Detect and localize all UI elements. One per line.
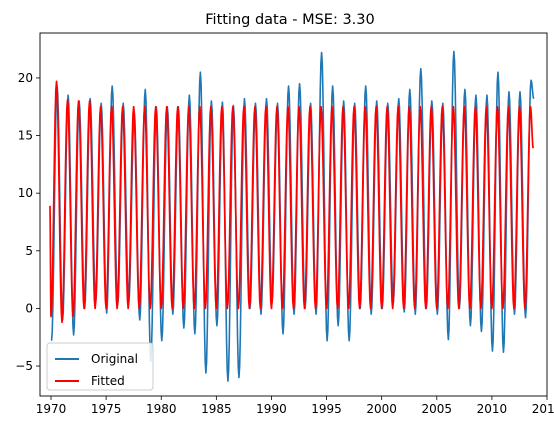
x-tick-label: 2015 xyxy=(532,402,554,416)
x-tick-label: 2005 xyxy=(422,402,453,416)
x-tick-label: 1985 xyxy=(201,402,232,416)
x-tick-label: 2010 xyxy=(477,402,508,416)
y-tick-label: 15 xyxy=(18,129,33,143)
y-tick-label: 20 xyxy=(18,71,33,85)
x-tick-label: 1970 xyxy=(36,402,67,416)
chart-title: Fitting data - MSE: 3.30 xyxy=(205,12,374,28)
x-tick-label: 1975 xyxy=(91,402,122,416)
legend: Original Fitted xyxy=(47,343,153,390)
legend-label-fitted: Fitted xyxy=(91,374,125,388)
x-tick-label: 1980 xyxy=(146,402,177,416)
legend-label-original: Original xyxy=(91,352,138,366)
x-tick-label: 1990 xyxy=(256,402,287,416)
y-tick-label: 10 xyxy=(18,186,33,200)
y-tick-label: −5 xyxy=(15,359,33,373)
y-tick-label: 0 xyxy=(25,301,33,315)
y-tick-label: 5 xyxy=(25,244,33,258)
x-tick-label: 2000 xyxy=(366,402,397,416)
x-tick-label: 1995 xyxy=(311,402,342,416)
